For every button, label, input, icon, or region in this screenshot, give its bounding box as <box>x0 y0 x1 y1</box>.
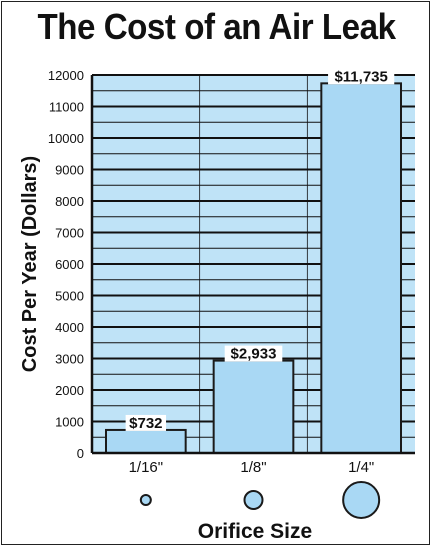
value-label-background <box>328 68 395 85</box>
y-tick-label: 7000 <box>55 226 84 241</box>
value-label: $732 <box>129 415 162 432</box>
x-tick-label: 1/16" <box>129 459 164 476</box>
y-axis-label: Cost Per Year (Dollars) <box>19 156 41 372</box>
y-tick-label: 8000 <box>55 194 84 209</box>
y-tick-label: 10000 <box>48 131 84 146</box>
x-tick-label: 1/4" <box>348 459 374 476</box>
y-tick-label: 4000 <box>55 320 84 335</box>
value-label: $11,735 <box>334 68 387 85</box>
x-tick-label: 1/8" <box>240 459 266 476</box>
value-label-background <box>224 345 283 362</box>
bar <box>212 359 295 455</box>
y-tick-labels: 0 1000 2000 3000 4000 5000 6000 7000 8000 9000 100… <box>48 68 84 461</box>
chart-title: The Cost of an Air Leak <box>37 6 396 47</box>
value-label: $2,933 <box>231 346 277 363</box>
vertical-gridlines <box>199 75 308 453</box>
orifice-icons <box>139 481 381 519</box>
y-tick-label: 3000 <box>55 352 84 367</box>
small-circle-icon <box>139 494 152 506</box>
bar <box>320 82 403 454</box>
y-tick-label: 11000 <box>49 100 84 115</box>
medium-circle-icon <box>243 490 264 510</box>
value-labels: $732 $2,933 $11,735 <box>125 68 395 432</box>
y-tick-label: 2000 <box>55 383 84 398</box>
y-tick-label: 1000 <box>55 415 84 430</box>
x-axis-label: Orifice Size <box>198 520 312 543</box>
y-tick-label: 12000 <box>48 68 84 83</box>
x-tick-labels: 1/16" 1/8" 1/4" <box>129 459 375 476</box>
bars <box>104 82 403 455</box>
y-tick-label: 0 <box>77 446 84 461</box>
value-label-background <box>125 414 167 431</box>
y-tick-label: 5000 <box>55 289 84 304</box>
y-tick-label: 6000 <box>55 257 84 272</box>
y-tick-label: 9000 <box>55 163 84 178</box>
bar <box>104 428 187 454</box>
large-circle-icon <box>342 481 381 519</box>
